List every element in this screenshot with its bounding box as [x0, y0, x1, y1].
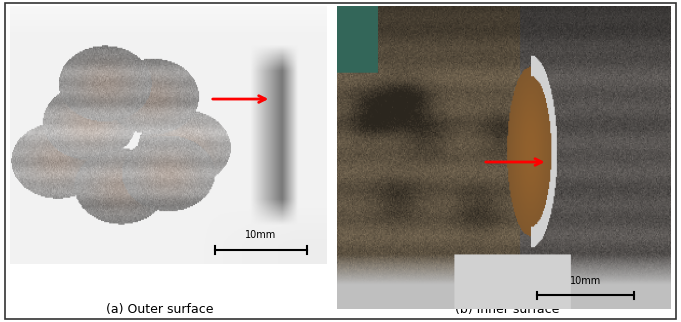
- Text: (a) Outer surface: (a) Outer surface: [106, 303, 214, 316]
- Text: (b) Inner surface: (b) Inner surface: [455, 303, 560, 316]
- Text: 10mm: 10mm: [245, 230, 276, 240]
- Text: 10mm: 10mm: [569, 276, 601, 286]
